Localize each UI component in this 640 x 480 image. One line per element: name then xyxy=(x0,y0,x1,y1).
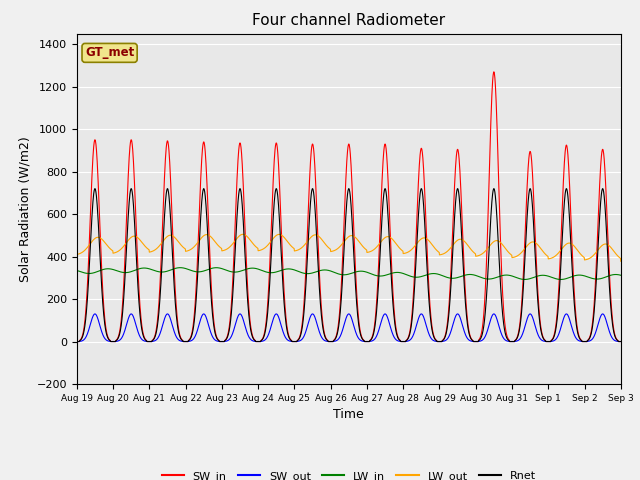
Rnet xyxy=(355,317,362,323)
Rnet xyxy=(73,339,81,345)
LW_in xyxy=(73,268,81,274)
LW_out xyxy=(73,252,81,257)
SW_out xyxy=(73,339,81,345)
Text: GT_met: GT_met xyxy=(85,47,134,60)
SW_in xyxy=(490,69,498,75)
Line: Rnet: Rnet xyxy=(77,189,621,342)
SW_in xyxy=(593,242,601,248)
SW_out xyxy=(593,325,601,331)
LW_in xyxy=(174,265,182,271)
LW_out xyxy=(221,247,229,253)
Line: LW_out: LW_out xyxy=(77,234,621,261)
Y-axis label: Solar Radiation (W/m2): Solar Radiation (W/m2) xyxy=(18,136,31,282)
SW_out xyxy=(617,339,625,345)
LW_out xyxy=(617,258,625,264)
Legend: SW_in, SW_out, LW_in, LW_out, Rnet: SW_in, SW_out, LW_in, LW_out, Rnet xyxy=(157,467,540,480)
Line: SW_in: SW_in xyxy=(77,72,621,342)
LW_in xyxy=(617,272,625,278)
Line: LW_in: LW_in xyxy=(77,268,621,279)
LW_in xyxy=(511,274,518,280)
LW_in xyxy=(221,267,229,273)
SW_out xyxy=(175,336,182,342)
SW_in xyxy=(354,308,362,313)
SW_in xyxy=(221,337,229,343)
SW_in xyxy=(73,339,81,345)
LW_out xyxy=(174,239,182,244)
Rnet xyxy=(593,262,601,268)
SW_out xyxy=(411,328,419,334)
SW_in xyxy=(411,270,419,276)
Title: Four channel Radiometer: Four channel Radiometer xyxy=(252,13,445,28)
LW_out xyxy=(355,238,362,243)
SW_in xyxy=(617,339,625,345)
Rnet xyxy=(175,328,182,334)
LW_out xyxy=(411,243,419,249)
SW_in xyxy=(174,323,182,328)
LW_in xyxy=(593,276,601,282)
Line: SW_out: SW_out xyxy=(77,314,621,342)
Rnet xyxy=(221,337,229,343)
LW_in xyxy=(411,274,419,280)
X-axis label: Time: Time xyxy=(333,408,364,421)
SW_out xyxy=(355,335,362,340)
LW_in xyxy=(557,276,564,282)
Rnet xyxy=(411,280,419,286)
LW_in xyxy=(355,268,362,274)
SW_out xyxy=(221,338,229,344)
Rnet xyxy=(617,339,625,345)
Rnet xyxy=(511,339,518,345)
LW_out xyxy=(239,231,247,237)
LW_in xyxy=(177,265,184,271)
SW_out xyxy=(91,311,99,317)
LW_out xyxy=(511,254,518,260)
SW_out xyxy=(511,339,518,345)
Rnet xyxy=(91,186,99,192)
LW_out xyxy=(593,248,601,254)
SW_in xyxy=(511,339,518,345)
